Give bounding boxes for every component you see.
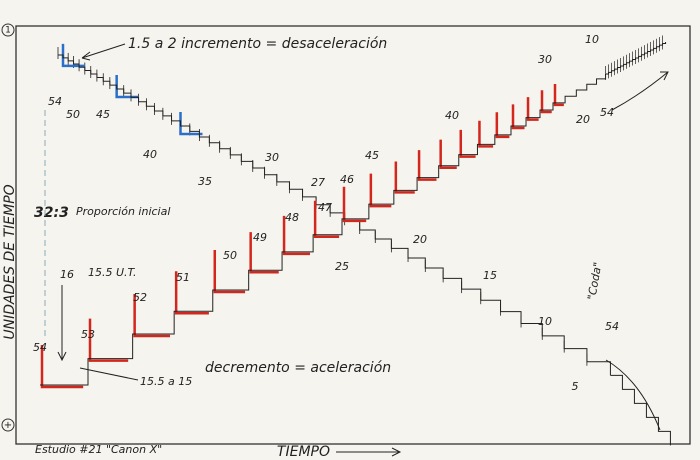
- step-label: 40: [143, 148, 157, 161]
- step-label: 48: [285, 211, 299, 224]
- annotation: 15.5 U.T.: [88, 266, 136, 279]
- step-label: 53: [81, 328, 95, 341]
- x-axis-label: TIEMPO: [277, 444, 330, 460]
- step-label: 20: [413, 233, 427, 246]
- annotation: decremento = aceleración: [205, 360, 391, 376]
- staircases: [40, 35, 671, 446]
- corner-circle: [1, 418, 15, 432]
- corner-mark: 1: [5, 26, 11, 36]
- step-label: 15: [483, 269, 497, 282]
- step-label: 50: [223, 249, 237, 262]
- annotation: 1.5 a 2 incremento = desaceleración: [128, 36, 387, 52]
- step-label: 5: [572, 380, 579, 393]
- arrow: [81, 43, 126, 61]
- coda-curve: [605, 359, 661, 431]
- annotation: 16: [60, 268, 74, 281]
- step-label: 40: [445, 109, 459, 122]
- step-label: 27: [311, 176, 325, 189]
- arrow: [611, 71, 669, 111]
- annotation: 15.5 a 15: [140, 375, 192, 388]
- stair-line: [40, 73, 607, 386]
- step-label: 51: [176, 271, 190, 284]
- arrow: [79, 367, 139, 381]
- step-label: 45: [96, 108, 110, 121]
- stair-line: [605, 41, 667, 75]
- step-label: 54: [605, 320, 619, 333]
- step-label: 30: [538, 53, 552, 66]
- step-label: 10: [538, 315, 552, 328]
- step-label: 25: [335, 260, 349, 273]
- step-label: 52: [133, 291, 147, 304]
- annotation: Proporción inicial: [76, 205, 170, 218]
- x-arrow-head: [391, 447, 402, 457]
- annotation: 32:3: [34, 205, 69, 221]
- stair-line: [58, 54, 611, 376]
- arrow: [57, 285, 67, 362]
- step-label: 49: [253, 231, 267, 244]
- step-label: 46: [340, 173, 354, 186]
- frame: [15, 25, 691, 445]
- step-label: 35: [198, 175, 212, 188]
- step-label: 54: [48, 95, 62, 108]
- step-label: 50: [66, 108, 80, 121]
- step-label: 54: [33, 341, 47, 354]
- corner-mark: +: [4, 420, 12, 431]
- step-label: 47: [318, 201, 332, 214]
- y-axis-label: UNIDADES DE TIEMPO: [2, 184, 18, 339]
- red-marks: [40, 83, 564, 389]
- step-label: 30: [265, 151, 279, 164]
- stair-line: [610, 374, 671, 446]
- corner-circle: [1, 23, 15, 37]
- step-label: 54: [600, 106, 614, 119]
- step-label: 10: [585, 33, 599, 46]
- title: Estudio #21 "Canon X": [35, 443, 162, 456]
- step-label: 45: [365, 149, 379, 162]
- step-label: 20: [576, 113, 590, 126]
